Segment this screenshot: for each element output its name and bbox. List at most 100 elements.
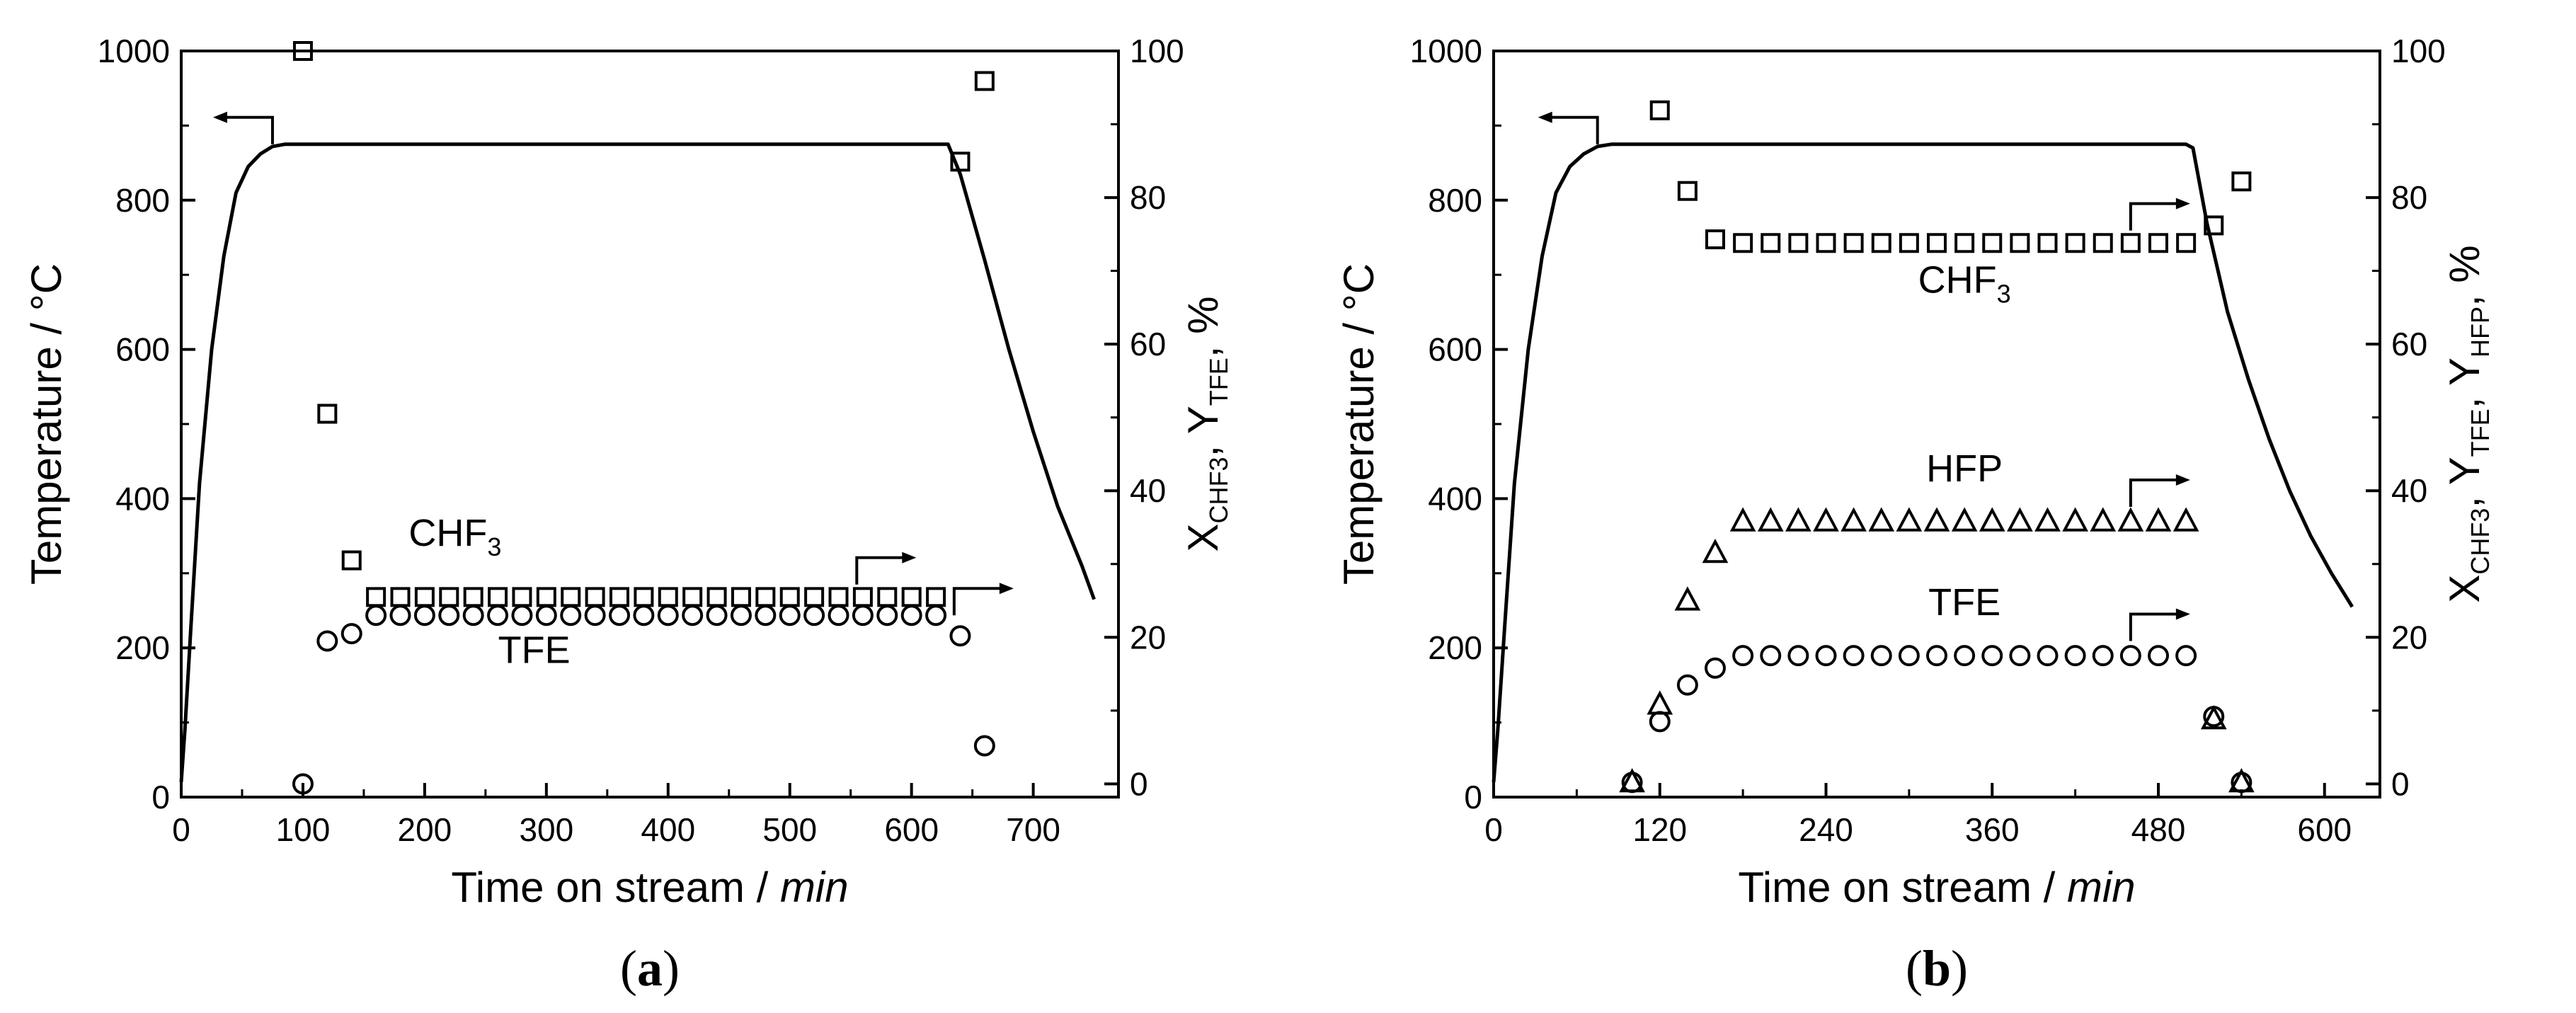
y2-tick-label: 20 (1130, 619, 1166, 656)
hfp-point (2145, 507, 2172, 532)
y-axis-title: Temperature / °C (1335, 263, 1383, 585)
hfp-point (2062, 507, 2088, 532)
chf3-point (2037, 233, 2058, 253)
hfp-point (2200, 705, 2227, 730)
chf3-point (2204, 215, 2224, 236)
chf3-point (1733, 233, 1753, 253)
chf3-point (439, 587, 459, 607)
tfe-point (1621, 772, 1643, 794)
hfp-point (2007, 507, 2033, 532)
x-tick-label: 100 (276, 811, 331, 848)
chf3-point (561, 587, 581, 607)
x-axis-title-text: Time on stream / (451, 864, 780, 911)
chf3-point (1761, 233, 1781, 253)
temperature-line (1492, 142, 2354, 783)
x-tick-label: 300 (519, 811, 573, 848)
series-label-text: TFE (498, 629, 571, 672)
tfe-point (389, 605, 411, 626)
y-tick-label: 1000 (1410, 33, 1482, 69)
right-axis-arrowhead (902, 551, 917, 563)
series-label-sub: 3 (1997, 280, 2011, 309)
chf3-point (1649, 100, 1670, 120)
tfe-point (511, 605, 533, 626)
chf3-point (1788, 233, 1809, 253)
tfe-point (340, 623, 362, 645)
tfe-point (413, 605, 435, 626)
hfp-point (1868, 507, 1895, 532)
tfe-point (852, 605, 874, 626)
tfe-point (2148, 645, 2169, 667)
tfe-point (2175, 645, 2197, 667)
hfp-point (1923, 507, 1950, 532)
chf3-point (390, 587, 411, 607)
temperature-line (179, 142, 1096, 783)
y-tick-label: 1000 (98, 33, 170, 69)
x-axis-title-unit: min (2067, 864, 2136, 911)
tfe-point (2231, 772, 2252, 794)
chf3-point (2065, 233, 2085, 253)
y-tick-label: 0 (1464, 779, 1482, 815)
right-axis-arrow (2129, 612, 2179, 641)
tfe-point (1760, 645, 1782, 667)
chf3-point (1705, 229, 1725, 250)
x-axis-title-text: Time on stream / (1738, 864, 2067, 911)
tfe-point (633, 605, 655, 626)
right-axis-arrowhead (2175, 198, 2190, 210)
panel-label-open: ( (1906, 940, 1923, 997)
panel-label: (b) (1906, 940, 1968, 997)
tfe-point (2092, 645, 2114, 667)
chf3-point (2176, 233, 2197, 253)
y2-title-y-sub: TFE (2466, 408, 2495, 457)
tfe-point (1843, 645, 1865, 667)
tfe-point (487, 605, 509, 626)
chf3-label: CHF3 (1918, 259, 2011, 309)
x-tick-label: 200 (398, 811, 452, 848)
tfe-point (876, 605, 898, 626)
chf3-label: CHF3 (408, 512, 501, 561)
y2-title-x-sub: CHF3 (2466, 508, 2495, 575)
chf3-point (804, 587, 825, 607)
left-axis-arrow (224, 115, 274, 144)
chart-panel-a: 0 100 200 300 400 500 600 700 0 200 400 600 800 1000 0… (23, 33, 1233, 997)
chf3-point (779, 587, 800, 607)
y2-tick-label: 40 (2391, 472, 2427, 509)
y2-tick-label: 100 (1130, 33, 1184, 69)
tfe-point (560, 605, 582, 626)
plot-frame (180, 50, 1120, 799)
tfe-point (609, 605, 631, 626)
tfe-point (535, 605, 557, 626)
hfp-point (2034, 507, 2061, 532)
chf3-point (2010, 233, 2030, 253)
chf3-point (755, 587, 776, 607)
tfe-point (462, 605, 484, 626)
tfe-point (584, 605, 606, 626)
x-tick-label: 480 (2131, 811, 2186, 848)
hfp-point (1979, 507, 2005, 532)
right-axis-arrowhead (999, 583, 1014, 595)
y2-axis-title: XCHF3, YTFE, YHFP, % (2441, 245, 2495, 602)
plot-frame (1492, 50, 2381, 799)
chf3-point (414, 587, 435, 607)
tfe-point (2037, 645, 2059, 667)
y2-title-unit: , % (1179, 296, 1227, 357)
tfe-point (925, 605, 947, 626)
tfe-point (1898, 645, 1920, 667)
chf3-point (609, 587, 630, 607)
tfe-point (1732, 645, 1754, 667)
y2-tick-label: 0 (2391, 765, 2410, 802)
x-tick-label: 0 (172, 811, 190, 848)
series-label-text: TFE (1928, 581, 2000, 624)
chf3-point (658, 587, 678, 607)
chf3-point (341, 550, 362, 571)
tfe-point (1870, 645, 1892, 667)
tfe-point (1954, 645, 1976, 667)
y2-title-z: Y (2441, 357, 2488, 386)
y2-title-sep: , (1179, 434, 1227, 457)
y-tick-label: 400 (115, 480, 170, 517)
tfe-point (1926, 645, 1947, 667)
chf3-point (292, 41, 313, 61)
tfe-point (438, 605, 460, 626)
y2-title-x-sub: CHF3 (1204, 457, 1233, 523)
tfe-label: TFE (498, 629, 571, 672)
tfe-point (316, 630, 338, 652)
